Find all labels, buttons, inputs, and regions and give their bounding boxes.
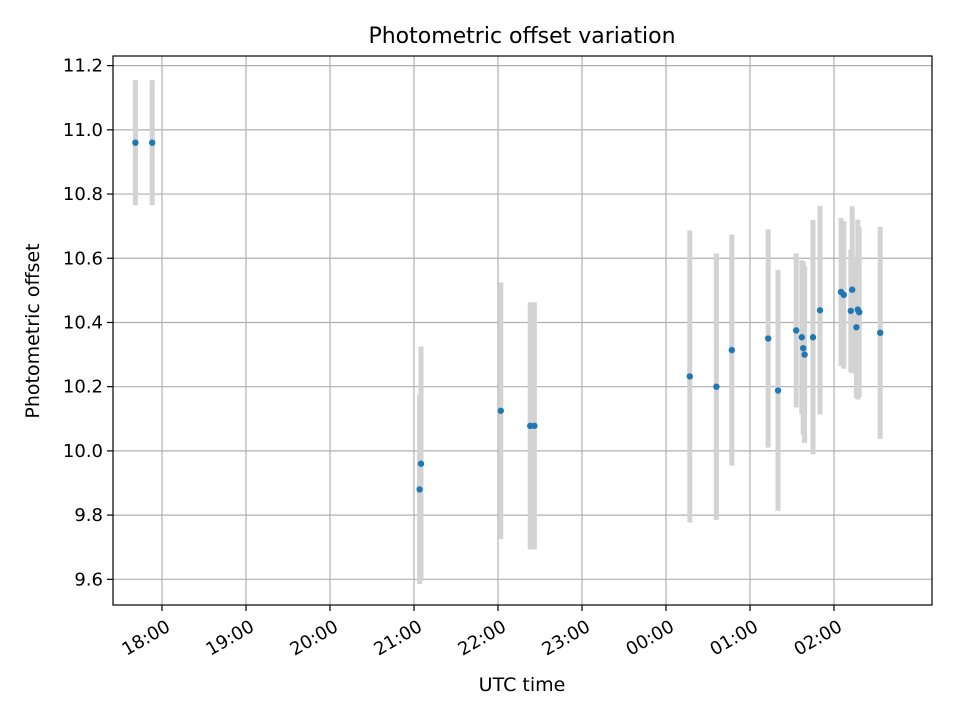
data-point (531, 422, 538, 430)
y-axis-label: Photometric offset (22, 243, 44, 418)
data-point (840, 291, 847, 299)
y-tick-label: 10.2 (63, 377, 103, 398)
y-tick-label: 10.0 (63, 441, 103, 462)
data-point (856, 309, 863, 316)
data-point (798, 334, 805, 341)
data-point (497, 407, 504, 414)
data-point (816, 307, 824, 314)
y-tick-label: 11.2 (63, 56, 103, 77)
data-point (793, 327, 800, 334)
data-point (774, 387, 782, 394)
data-point (877, 329, 884, 336)
chart-title: Photometric offset variation (368, 24, 675, 49)
data-point (849, 286, 856, 293)
data-point (853, 324, 860, 331)
data-point (801, 351, 808, 358)
y-axis-ticks: 9.6 9.8 10.0 10.2 10.4 10.6 10.8 11.0 11.2 (63, 56, 113, 590)
y-tick-label: 10.6 (63, 248, 103, 269)
data-point (800, 344, 807, 352)
data-point (149, 139, 156, 146)
y-tick-label: 10.8 (63, 184, 103, 205)
y-tick-label: 10.4 (63, 312, 103, 333)
data-point (847, 307, 854, 315)
data-point (417, 460, 425, 467)
x-axis-label: UTC time (479, 674, 566, 696)
data-point (686, 373, 693, 380)
data-point (132, 139, 139, 146)
plot-frame (112, 55, 933, 606)
data-point (809, 334, 817, 341)
data-point (765, 335, 772, 342)
data-point (728, 346, 735, 354)
data-point (713, 383, 720, 390)
data-point (416, 486, 423, 493)
data-points (132, 139, 884, 493)
y-tick-label: 9.6 (74, 569, 103, 590)
y-tick-label: 11.0 (63, 120, 103, 141)
y-tick-label: 9.8 (74, 505, 103, 526)
